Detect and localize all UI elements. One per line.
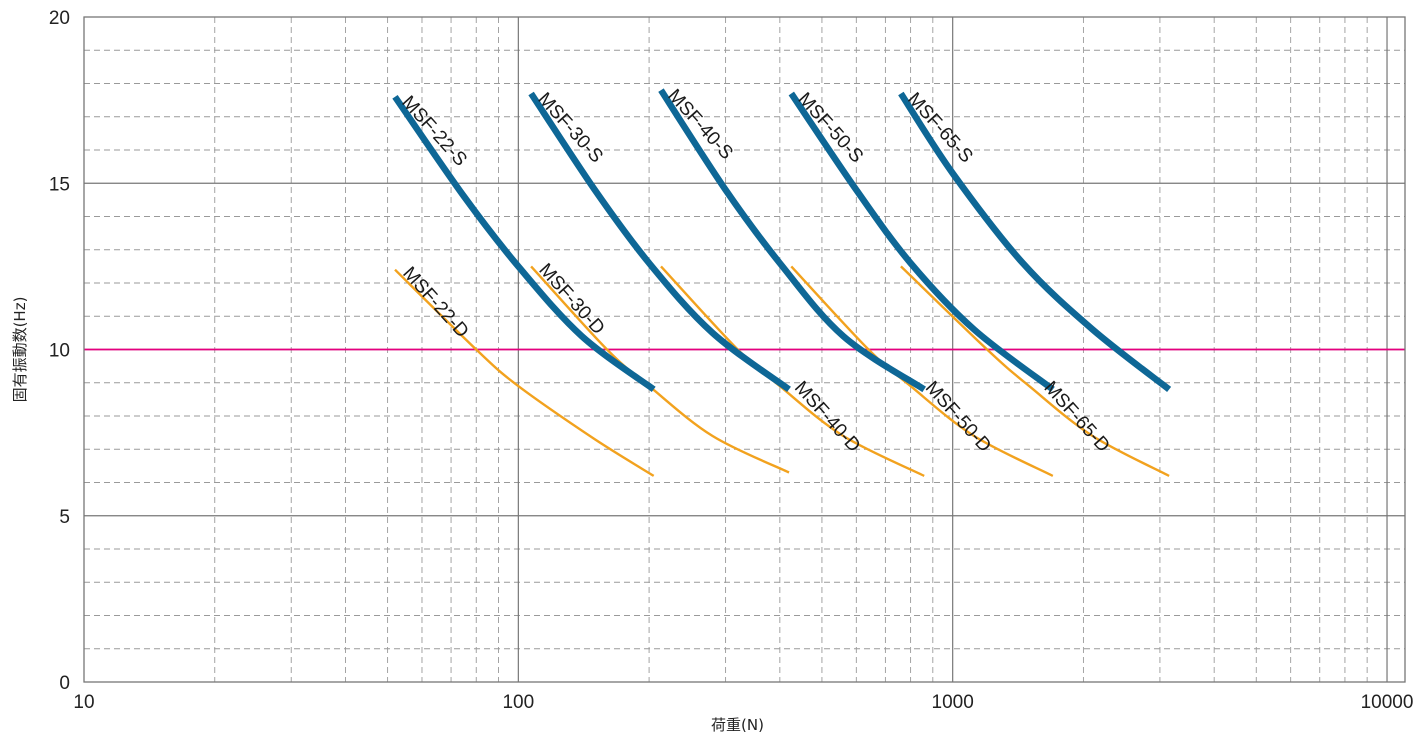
x-tick-label: 10000 bbox=[1361, 692, 1414, 713]
series-line-msf-65-s bbox=[898, 91, 1172, 392]
y-tick-labels: 0 5 10 15 20 bbox=[49, 8, 70, 694]
series-line-msf-65-d bbox=[900, 265, 1170, 477]
y-tick-label: 0 bbox=[59, 673, 70, 694]
y-tick-label: 5 bbox=[59, 507, 70, 528]
x-tick-label: 10 bbox=[73, 692, 94, 713]
plot-frame bbox=[83, 16, 1406, 683]
series-line-msf-40-s bbox=[658, 88, 926, 393]
series-line-msf-30-s bbox=[528, 91, 791, 393]
y-tick-label: 20 bbox=[49, 8, 70, 29]
series-line-msf-22-s bbox=[392, 94, 656, 393]
x-tick-label: 100 bbox=[502, 692, 534, 713]
series-label-msf-40-d: MSF-40-D bbox=[790, 377, 864, 456]
series-line-msf-22-d bbox=[394, 268, 655, 477]
s-series-lines bbox=[392, 88, 1172, 393]
series-label-msf-22-d: MSF-22-D bbox=[398, 263, 472, 342]
series-line-msf-40-d bbox=[660, 265, 925, 477]
y-axis-title: 固有振動数(Hz) bbox=[11, 297, 29, 403]
series-line-msf-50-d bbox=[790, 265, 1054, 477]
x-tick-label: 1000 bbox=[932, 692, 974, 713]
series-label-msf-50-d: MSF-50-D bbox=[921, 377, 995, 456]
series-labels: MSF-22-S MSF-30-S MSF-40-S MSF-50-S MSF-65-S… bbox=[397, 85, 1113, 456]
y-tick-label: 15 bbox=[49, 174, 70, 195]
x-tick-labels: 10 100 1000 10000 bbox=[73, 692, 1413, 713]
x-axis-title: 荷重(N) bbox=[711, 716, 764, 734]
series-label-msf-65-d: MSF-65-D bbox=[1039, 377, 1113, 456]
series-line-msf-50-s bbox=[788, 91, 1055, 392]
y-tick-label: 10 bbox=[49, 341, 70, 362]
